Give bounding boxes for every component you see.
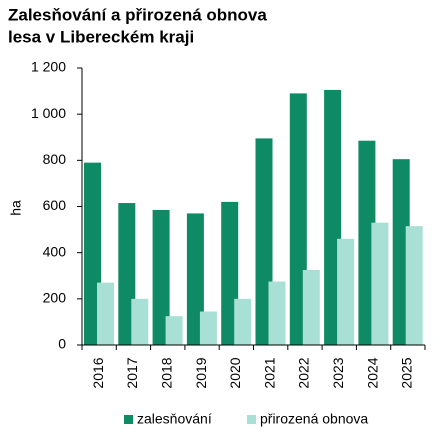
bar — [268, 281, 286, 345]
y-tick-label: 200 — [43, 290, 67, 306]
x-tick-label: 2016 — [90, 357, 106, 388]
bar — [186, 213, 204, 345]
y-tick-label: 400 — [43, 243, 67, 259]
bar — [234, 298, 252, 345]
y-axis-label: ha — [8, 200, 24, 216]
y-tick-label: 1 200 — [31, 59, 66, 75]
x-tick-label: 2017 — [124, 357, 140, 388]
legend-label: přirozená obnova — [260, 411, 368, 427]
bar — [165, 316, 183, 345]
y-tick-label: 0 — [58, 336, 66, 352]
y-tick-label: 1 000 — [31, 105, 66, 121]
x-tick-label: 2020 — [227, 357, 243, 388]
bar — [405, 226, 423, 345]
bar — [221, 201, 239, 345]
bar — [337, 238, 355, 345]
x-tick-label: 2021 — [261, 357, 277, 388]
x-tick-label: 2018 — [158, 357, 174, 388]
x-tick-label: 2024 — [364, 357, 380, 388]
bar — [84, 162, 101, 345]
x-tick-label: 2019 — [193, 357, 209, 388]
legend-swatch — [124, 415, 133, 424]
x-tick-label: 2025 — [399, 357, 415, 388]
bar — [199, 311, 217, 345]
bar — [358, 140, 376, 345]
y-tick-label: 800 — [43, 151, 67, 167]
bar — [302, 269, 320, 345]
bar — [131, 298, 149, 345]
bar — [118, 203, 136, 345]
legend-label: zalesňování — [137, 411, 212, 427]
y-tick-label: 600 — [43, 197, 67, 213]
bar — [371, 222, 389, 345]
bar — [392, 159, 410, 345]
legend-swatch — [247, 415, 256, 424]
chart-title: Zalesňování a přirozená obnova — [8, 5, 267, 24]
x-tick-label: 2023 — [330, 357, 346, 388]
bar — [152, 209, 170, 345]
bar — [289, 93, 307, 346]
x-tick-label: 2022 — [296, 357, 312, 388]
bar — [255, 138, 273, 345]
bar — [97, 282, 114, 345]
chart-title: lesa v Libereckém kraji — [8, 27, 194, 46]
bar — [324, 89, 342, 345]
